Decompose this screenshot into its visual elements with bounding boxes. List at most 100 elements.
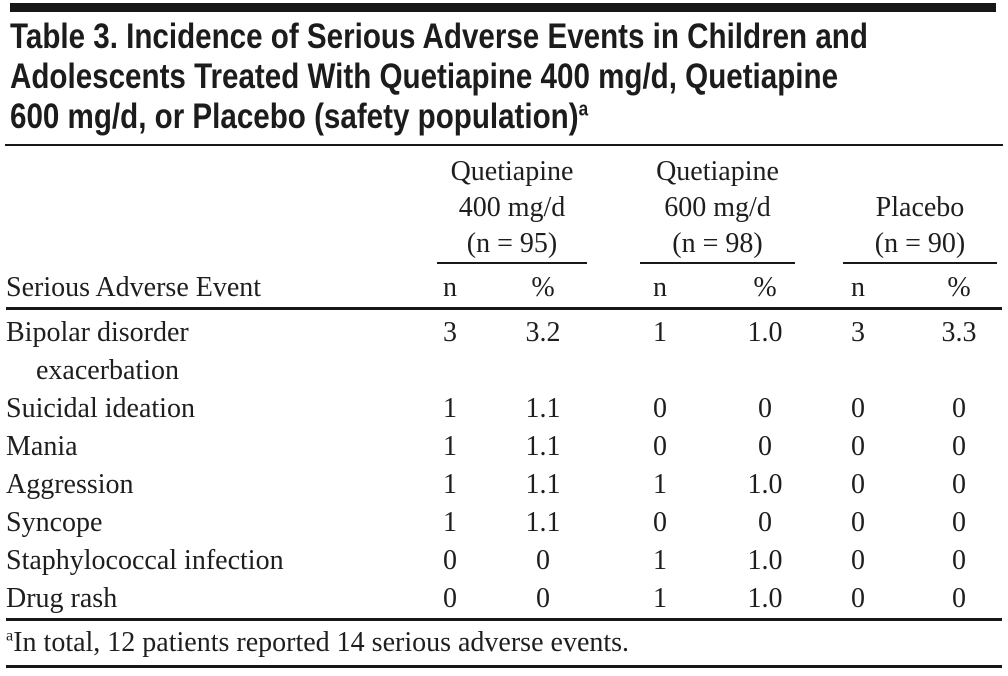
column-spacer bbox=[876, 309, 916, 391]
column-spacer bbox=[876, 542, 916, 580]
value-cell: 0 bbox=[758, 431, 772, 462]
value-cell: 1 bbox=[653, 317, 667, 348]
value-cell: 0 bbox=[653, 507, 667, 538]
title-line-3: 600 mg/d, or Placebo (safety population)… bbox=[10, 97, 852, 137]
value-cell: 0 bbox=[653, 393, 667, 424]
footnote-row: aIn total, 12 patients reported 14 serio… bbox=[6, 619, 1002, 668]
value-cell: 0 bbox=[851, 431, 865, 462]
value-cell: 0 bbox=[952, 545, 966, 576]
value-cell: 0 bbox=[952, 431, 966, 462]
column-spacer bbox=[604, 390, 630, 428]
value-cell: 0 bbox=[952, 469, 966, 500]
table-title: Table 3. Incidence of Serious Adverse Ev… bbox=[10, 17, 1006, 137]
value-cell: 3.2 bbox=[525, 317, 561, 348]
column-spacer bbox=[876, 580, 916, 621]
column-spacer bbox=[604, 428, 630, 466]
value-cell: 0 bbox=[482, 580, 604, 621]
column-header-n: n bbox=[630, 266, 690, 310]
table-row: Bipolar disorder exacerbation 3 3.2 1 1.… bbox=[6, 309, 1002, 391]
title-line-2: Adolescents Treated With Quetiapine 400 … bbox=[10, 57, 839, 96]
column-header-n: n bbox=[840, 266, 876, 310]
value-cell: 1 bbox=[653, 545, 667, 576]
value-cell: 1 bbox=[443, 469, 457, 500]
group-header-line: (n = 98) bbox=[672, 228, 763, 259]
value-cell: 0 bbox=[851, 393, 865, 424]
column-spacer bbox=[604, 309, 630, 391]
group-header-line: 600 mg/d bbox=[664, 192, 771, 223]
title-superscript: a bbox=[578, 98, 589, 121]
footnote-marker: a bbox=[6, 626, 14, 645]
value-cell: 0 bbox=[851, 507, 865, 538]
value-cell: 1 bbox=[443, 393, 457, 424]
value-cell: 1 bbox=[630, 580, 690, 621]
column-header-percent: % bbox=[690, 266, 840, 310]
column-header-percent: % bbox=[916, 266, 1002, 310]
value-cell: 1.0 bbox=[747, 545, 783, 576]
row-label: Mania bbox=[6, 431, 78, 462]
value-cell: 1.0 bbox=[747, 469, 783, 500]
value-cell: 0 bbox=[916, 580, 1002, 621]
row-label-line-2: exacerbation bbox=[36, 355, 180, 386]
group-header-line: 400 mg/d bbox=[458, 192, 566, 223]
column-spacer bbox=[604, 580, 630, 621]
row-label: Staphylococcal infection bbox=[6, 545, 284, 576]
top-rule-bar bbox=[10, 3, 996, 12]
value-cell: 3 bbox=[851, 317, 865, 348]
row-label: Bipolar disorder exacerbation bbox=[6, 309, 418, 391]
column-spacer bbox=[876, 428, 916, 466]
table-row: Suicidal ideation 1 1.1 0 0 0 0 bbox=[6, 390, 1002, 428]
value-cell: 3.3 bbox=[941, 317, 977, 348]
value-cell: 1.1 bbox=[525, 469, 561, 500]
column-header-n: n bbox=[418, 266, 482, 310]
row-label: Drug rash bbox=[6, 580, 418, 621]
group-header-line: (n = 90) bbox=[874, 228, 966, 259]
title-line-1: Table 3. Incidence of Serious Adverse Ev… bbox=[10, 17, 868, 56]
value-cell: 0 bbox=[418, 580, 482, 621]
value-cell: 1.1 bbox=[525, 431, 561, 462]
table-row: Syncope 1 1.1 0 0 0 0 bbox=[6, 504, 1002, 542]
adverse-events-table: Serious Adverse Event n % n % n % Bipola… bbox=[6, 266, 1002, 668]
value-cell: 0 bbox=[952, 393, 966, 424]
column-header-event: Serious Adverse Event bbox=[6, 266, 418, 310]
group-underline bbox=[843, 262, 997, 264]
value-cell: 1.1 bbox=[525, 507, 561, 538]
title-divider-rule bbox=[5, 144, 1003, 146]
group-header-line: Placebo bbox=[875, 192, 965, 223]
value-cell: 1 bbox=[653, 469, 667, 500]
table-row: Mania 1 1.1 0 0 0 0 bbox=[6, 428, 1002, 466]
column-spacer bbox=[604, 266, 630, 310]
value-cell: 0 bbox=[952, 507, 966, 538]
row-label: Syncope bbox=[6, 507, 103, 538]
value-cell: 0 bbox=[443, 545, 457, 576]
title-line-3-text: 600 mg/d, or Placebo (safety population) bbox=[10, 97, 579, 136]
group-header-line: Quetiapine bbox=[656, 156, 779, 187]
value-cell: 0 bbox=[758, 393, 772, 424]
table-footnote: aIn total, 12 patients reported 14 serio… bbox=[6, 619, 1002, 668]
column-spacer bbox=[876, 504, 916, 542]
value-cell: 0 bbox=[653, 431, 667, 462]
group-underline bbox=[640, 262, 795, 264]
row-label-line-1: Bipolar disorder bbox=[6, 317, 189, 348]
column-spacer bbox=[604, 504, 630, 542]
column-spacer bbox=[876, 266, 916, 310]
group-header-placebo: Placebo (n = 90) bbox=[843, 190, 997, 262]
column-header-percent: % bbox=[482, 266, 604, 310]
value-cell: 0 bbox=[851, 469, 865, 500]
value-cell: 1.0 bbox=[690, 580, 840, 621]
column-spacer bbox=[604, 466, 630, 504]
subheader-row: Serious Adverse Event n % n % n % bbox=[6, 266, 1002, 310]
value-cell: 0 bbox=[851, 545, 865, 576]
group-header-quetiapine-400: Quetiapine 400 mg/d (n = 95) bbox=[437, 154, 587, 262]
group-header-line: Quetiapine bbox=[450, 156, 574, 187]
value-cell: 3 bbox=[443, 317, 457, 348]
group-underline bbox=[437, 262, 587, 264]
group-header-quetiapine-600: Quetiapine 600 mg/d (n = 98) bbox=[640, 154, 795, 262]
column-spacer bbox=[604, 542, 630, 580]
footnote-text: In total, 12 patients reported 14 seriou… bbox=[13, 627, 630, 658]
value-cell: 1 bbox=[443, 507, 457, 538]
value-cell: 1 bbox=[443, 431, 457, 462]
column-spacer bbox=[876, 390, 916, 428]
column-spacer bbox=[876, 466, 916, 504]
table-row: Staphylococcal infection 0 0 1 1.0 0 0 bbox=[6, 542, 1002, 580]
